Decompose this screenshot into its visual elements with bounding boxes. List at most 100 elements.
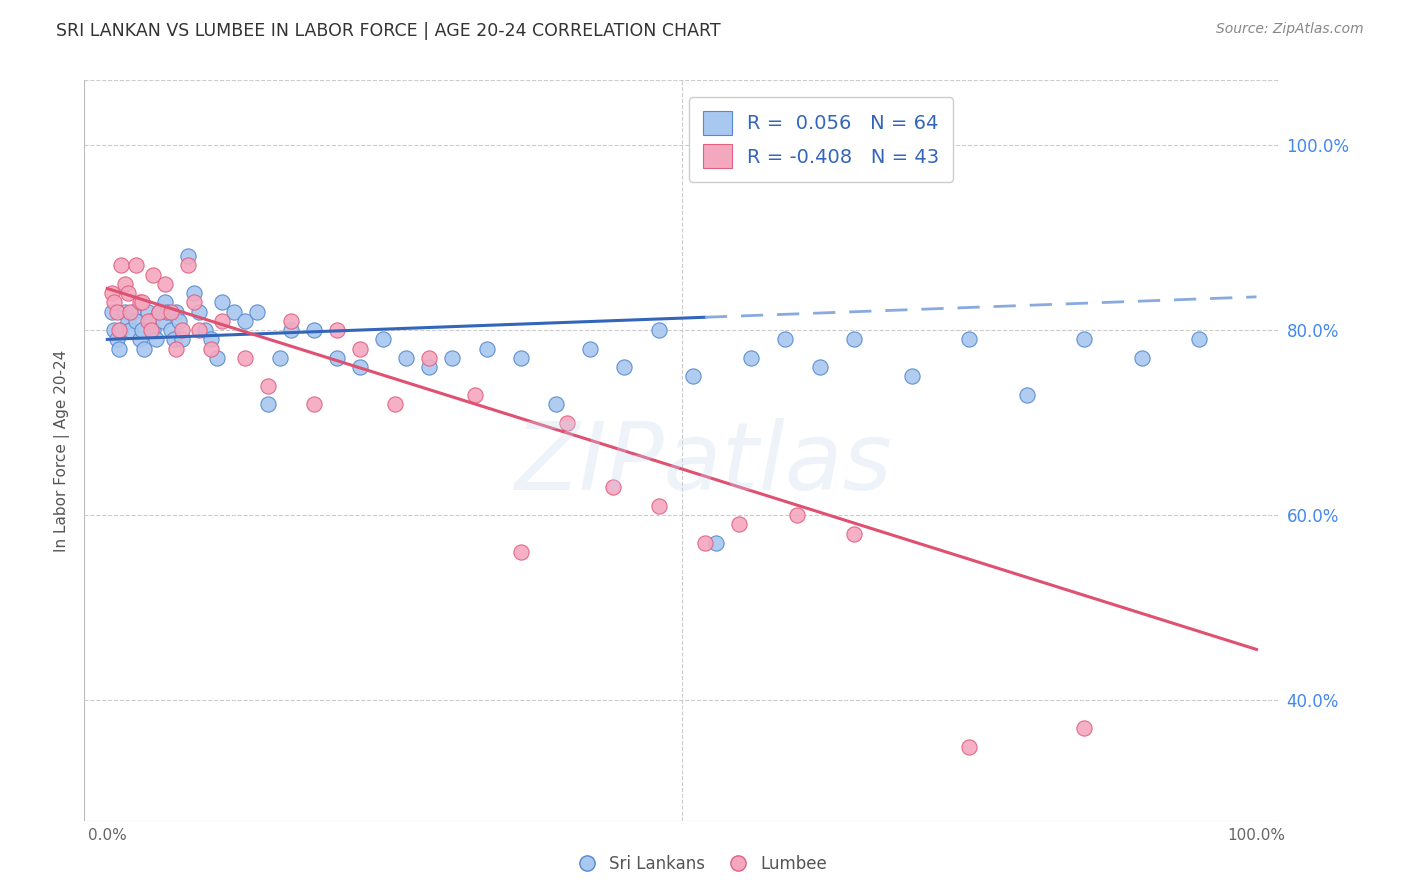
Point [326,323,349,337]
Point [280,323,302,337]
Point [280,314,302,328]
Point [326,351,349,365]
Point [786,508,808,523]
Point [957,332,980,346]
Point [114,277,136,291]
Point [120,323,142,337]
Point [844,526,866,541]
Point [194,323,217,337]
Point [205,351,228,365]
Point [808,360,831,375]
Point [139,314,162,328]
Point [188,304,211,318]
Point [222,304,245,318]
Point [188,323,211,337]
Point [117,286,139,301]
Point [246,304,269,318]
Point [159,323,181,337]
Point [128,332,150,346]
Point [211,314,233,328]
Point [142,268,165,282]
Legend: R =  0.056   N = 64, R = -0.408   N = 43: R = 0.056 N = 64, R = -0.408 N = 43 [689,97,953,182]
Point [183,286,205,301]
Point [131,295,153,310]
Point [257,397,280,411]
Point [900,369,922,384]
Point [110,259,132,273]
Point [233,314,256,328]
Point [441,351,464,365]
Point [957,739,980,754]
Point [682,369,704,384]
Point [121,304,143,318]
Point [648,323,671,337]
Point [156,304,179,318]
Point [579,342,602,356]
Point [269,351,291,365]
Point [200,342,222,356]
Point [170,332,193,346]
Point [165,342,187,356]
Point [648,499,671,513]
Point [555,416,578,430]
Point [125,314,148,328]
Point [142,323,165,337]
Point [1188,332,1211,346]
Point [613,360,636,375]
Point [544,397,567,411]
Text: Source: ZipAtlas.com: Source: ZipAtlas.com [1216,22,1364,37]
Point [693,536,716,550]
Point [302,323,325,337]
Point [1073,332,1095,346]
Point [163,332,186,346]
Legend: Sri Lankans, Lumbee: Sri Lankans, Lumbee [572,848,834,880]
Point [373,332,395,346]
Point [510,545,533,559]
Text: ZIPatlas: ZIPatlas [515,418,891,509]
Point [131,323,153,337]
Point [602,481,624,495]
Point [775,332,797,346]
Point [159,304,181,318]
Point [148,304,170,318]
Point [384,397,406,411]
Point [211,295,233,310]
Point [148,304,170,318]
Point [475,342,498,356]
Point [101,304,124,318]
Point [177,249,200,263]
Point [257,378,280,392]
Point [101,286,124,301]
Point [167,314,190,328]
Point [395,351,418,365]
Point [418,360,440,375]
Point [114,304,136,318]
Point [1073,721,1095,735]
Point [117,314,139,328]
Y-axis label: In Labor Force | Age 20-24: In Labor Force | Age 20-24 [55,350,70,551]
Point [233,351,256,365]
Point [706,536,728,550]
Point [170,323,193,337]
Point [105,332,128,346]
Point [105,304,128,318]
Point [120,304,142,318]
Text: SRI LANKAN VS LUMBEE IN LABOR FORCE | AGE 20-24 CORRELATION CHART: SRI LANKAN VS LUMBEE IN LABOR FORCE | AG… [56,22,721,40]
Point [128,295,150,310]
Point [125,259,148,273]
Point [740,351,762,365]
Point [153,295,176,310]
Point [139,323,162,337]
Point [200,332,222,346]
Point [349,360,371,375]
Point [844,332,866,346]
Point [1015,388,1038,402]
Point [165,304,187,318]
Point [183,295,205,310]
Point [108,323,131,337]
Point [110,323,132,337]
Point [464,388,486,402]
Point [418,351,440,365]
Point [132,342,156,356]
Point [145,332,167,346]
